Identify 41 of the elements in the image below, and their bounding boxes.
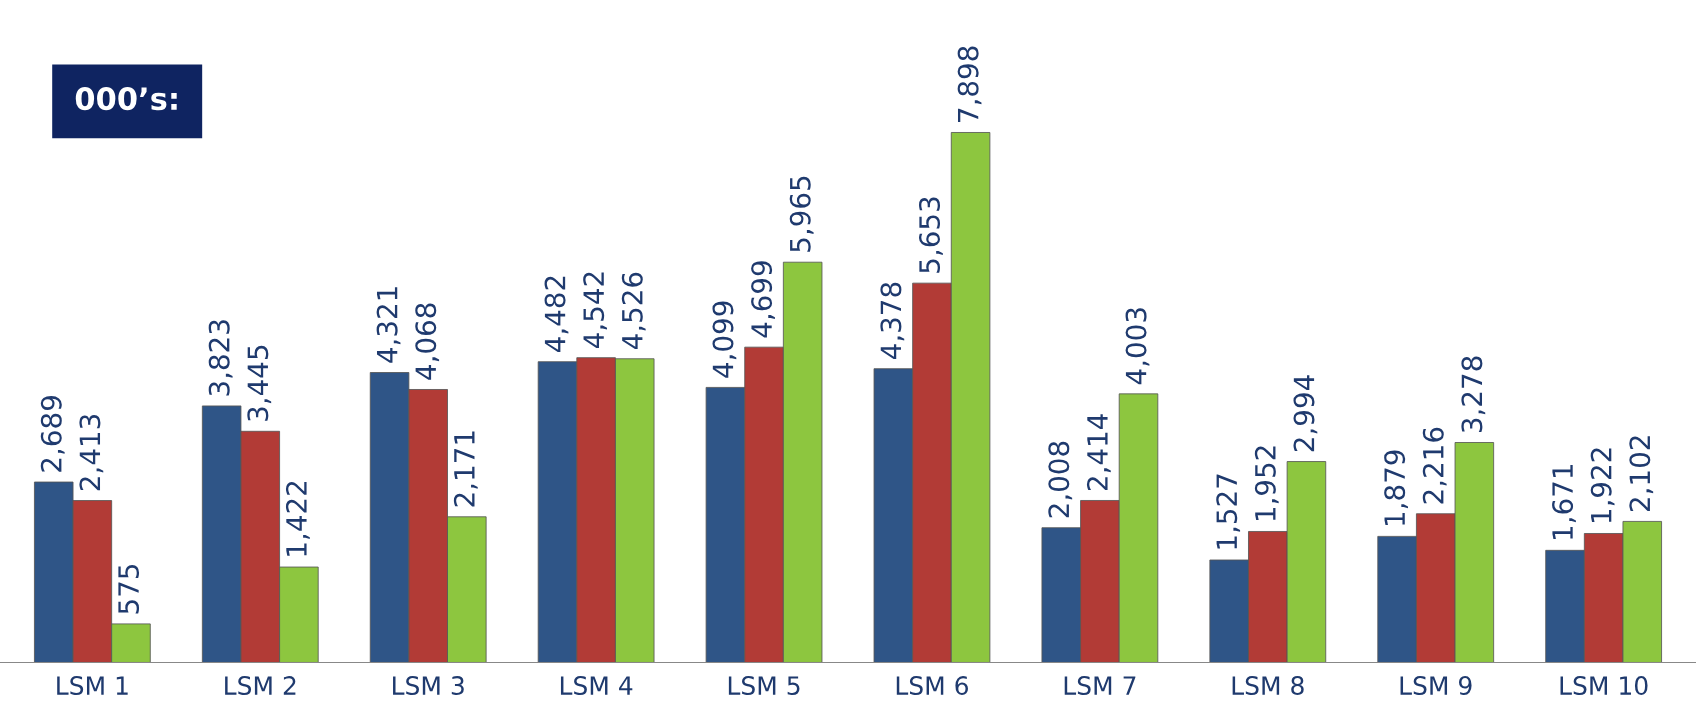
- data-label: 1,527: [1216, 474, 1241, 549]
- data-label: 4,378: [880, 282, 905, 359]
- x-tick-label: LSM 10: [1560, 676, 1648, 696]
- x-tick-label: LSM 8: [1232, 676, 1304, 696]
- x-tick-label: LSM 3: [393, 676, 464, 696]
- data-label: 3,823: [208, 320, 233, 396]
- data-label: 2,171: [453, 431, 478, 507]
- data-label: 7,898: [957, 46, 982, 122]
- data-label: 4,321: [376, 287, 401, 363]
- x-tick-label: LSM 2: [225, 676, 296, 696]
- data-label: 575: [118, 564, 140, 614]
- data-label: 1,422: [285, 481, 310, 556]
- data-label: 4,542: [583, 272, 608, 348]
- data-label: 1,671: [1552, 465, 1576, 539]
- data-label: 2,216: [1422, 427, 1447, 504]
- x-tick-label: LSM 5: [728, 676, 800, 696]
- data-label: 4,099: [712, 301, 737, 378]
- data-label: 1,879: [1384, 450, 1408, 525]
- x-tick-label: LSM 7: [1064, 676, 1136, 696]
- x-tick-label: LSM 6: [896, 676, 968, 696]
- data-label: 4,526: [621, 272, 646, 350]
- data-label: 3,445: [247, 345, 272, 421]
- x-tick-label: LSM 9: [1400, 676, 1472, 696]
- data-label: 2,689: [40, 396, 65, 472]
- data-label: 4,699: [751, 261, 775, 338]
- data-label: 2,102: [1629, 436, 1654, 512]
- data-label: 5,653: [919, 197, 943, 273]
- data-label: 2,413: [79, 414, 104, 491]
- data-label: 5,965: [789, 176, 814, 252]
- x-tick-label: LSM 4: [560, 676, 633, 696]
- data-label: 4,003: [1125, 308, 1150, 385]
- x-tick-label: LSM 1: [57, 676, 128, 696]
- data-label: 2,008: [1048, 441, 1073, 518]
- data-label: 4,068: [415, 303, 440, 380]
- data-label: 1,922: [1590, 448, 1615, 523]
- data-label: 1,952: [1254, 446, 1279, 521]
- data-label: 2,994: [1293, 375, 1318, 452]
- data-label: 4,482: [544, 276, 569, 353]
- text: 000’s:: [75, 87, 177, 111]
- data-label: 2,414: [1086, 414, 1111, 491]
- data-label: 3,278: [1461, 356, 1486, 433]
